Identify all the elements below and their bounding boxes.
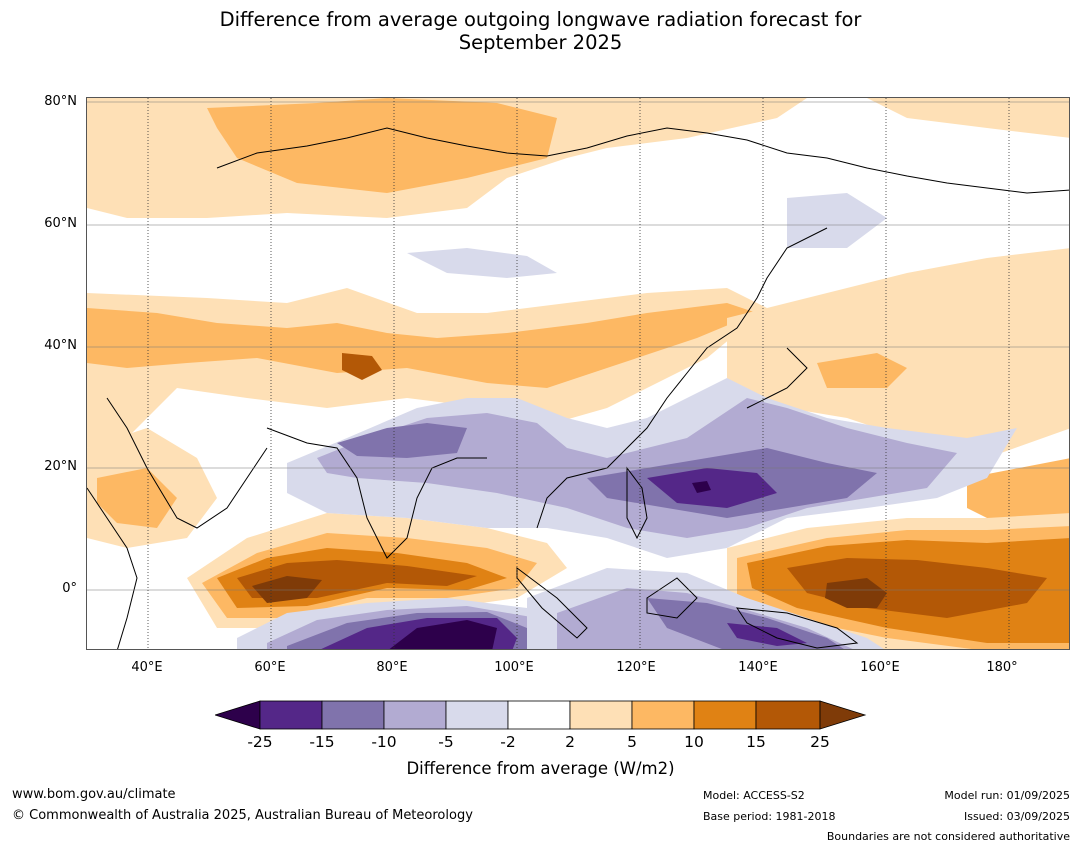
colorbar-tick-15: 15 [746, 733, 766, 751]
colorbar-bin-neg15-neg25 [259, 700, 323, 730]
region-north-eurasia-medium [207, 98, 557, 193]
colorbar-bin-10-15 [693, 700, 757, 730]
title-line-1: Difference from average outgoing longwav… [219, 8, 862, 31]
region-arabia-medium [97, 468, 177, 528]
colorbar-bin-2-5 [569, 700, 633, 730]
colorbar-tick-neg5: -5 [438, 733, 454, 751]
colorbar-tick-25: 25 [810, 733, 830, 751]
base-period: Base period: 1981-2018 [703, 810, 836, 823]
colorbar-bin-neutral [507, 700, 571, 730]
colorbar-extend-high [819, 700, 867, 730]
colorbar-tick-neg25: -25 [247, 733, 273, 751]
lat-label-60n: 60°N [44, 216, 77, 231]
region-arctic-east [867, 98, 1069, 138]
model-name: Model: ACCESS-S2 [703, 789, 805, 802]
coastline-east-asia [536, 227, 828, 529]
colorbar-tick-5: 5 [627, 733, 637, 751]
lon-label-120e: 120°E [616, 660, 656, 675]
positive-anomaly-regions [87, 98, 1069, 649]
coastline-borneo [646, 577, 698, 619]
colorbar-tick-neg15: -15 [309, 733, 335, 751]
colorbar-title: Difference from average (W/m2) [406, 759, 675, 778]
colorbar-tick-neg10: -10 [371, 733, 397, 751]
lon-label-60e: 60°E [254, 660, 286, 675]
copyright-notice: © Commonwealth of Australia 2025, Austra… [12, 808, 473, 823]
coastline-india [266, 427, 487, 559]
coastline-arabia [106, 397, 268, 529]
meridians [147, 98, 1010, 649]
lon-label-40e: 40°E [131, 660, 163, 675]
title-line-2: September 2025 [458, 31, 623, 54]
coastline-arctic [216, 127, 1069, 194]
colorbar [215, 700, 867, 730]
region-west-pacific-extreme [825, 578, 887, 608]
region-indian-ocean-extreme [252, 576, 322, 603]
colorbar-tick-10: 10 [684, 733, 704, 751]
colorbar-bin-5-10 [631, 700, 695, 730]
coastline-africa [87, 487, 138, 649]
issued-date: Issued: 03/09/2025 [963, 810, 1070, 823]
coastline-japan [746, 347, 808, 409]
region-central-asia-medium [87, 303, 757, 388]
coastline-new-guinea [735, 607, 859, 649]
colorbar-tick-neg2: -2 [500, 733, 516, 751]
region-north-negative-light [407, 193, 887, 278]
map-canvas [87, 98, 1069, 649]
anomaly-map [86, 97, 1070, 650]
lon-label-140e: 140°E [738, 660, 778, 675]
lon-label-180: 180° [986, 660, 1018, 675]
lat-label-40n: 40°N [44, 338, 77, 353]
region-tibet-dark [342, 353, 382, 380]
region-central-pacific-medium [967, 458, 1069, 528]
map-title: Difference from average outgoing longwav… [0, 8, 1081, 54]
colorbar-extend-low [215, 700, 261, 730]
colorbar-bin-neg2-neg5 [445, 700, 509, 730]
colorbar-bin-15-25 [755, 700, 821, 730]
region-north-pacific-medium [817, 353, 907, 388]
graticule [87, 101, 1069, 591]
website-link[interactable]: www.bom.gov.au/climate [12, 787, 176, 802]
lat-label-20n: 20°N [44, 459, 77, 474]
negative-anomaly-regions [237, 193, 1017, 649]
colorbar-tick-2: 2 [565, 733, 575, 751]
region-new-guinea-negative-strong [647, 598, 844, 649]
lat-label-0: 0° [62, 581, 77, 596]
region-south-indian-negative-extreme [389, 620, 497, 649]
region-philippine-sea-very-strong [647, 468, 777, 508]
model-run-date: Model run: 01/09/2025 [944, 789, 1070, 802]
lon-label-100e: 100°E [494, 660, 534, 675]
region-philippine-sea-extreme [692, 481, 711, 493]
colorbar-bin-neg10-neg15 [321, 700, 385, 730]
lon-label-80e: 80°E [376, 660, 408, 675]
coastlines [87, 127, 1069, 649]
boundaries-disclaimer: Boundaries are not considered authoritat… [826, 830, 1070, 843]
region-north-pacific-light [727, 248, 1069, 458]
lon-label-160e: 160°E [860, 660, 900, 675]
coastline-philippines [626, 466, 648, 540]
colorbar-bin-neg5-neg10 [383, 700, 447, 730]
lat-label-80n: 80°N [44, 94, 77, 109]
